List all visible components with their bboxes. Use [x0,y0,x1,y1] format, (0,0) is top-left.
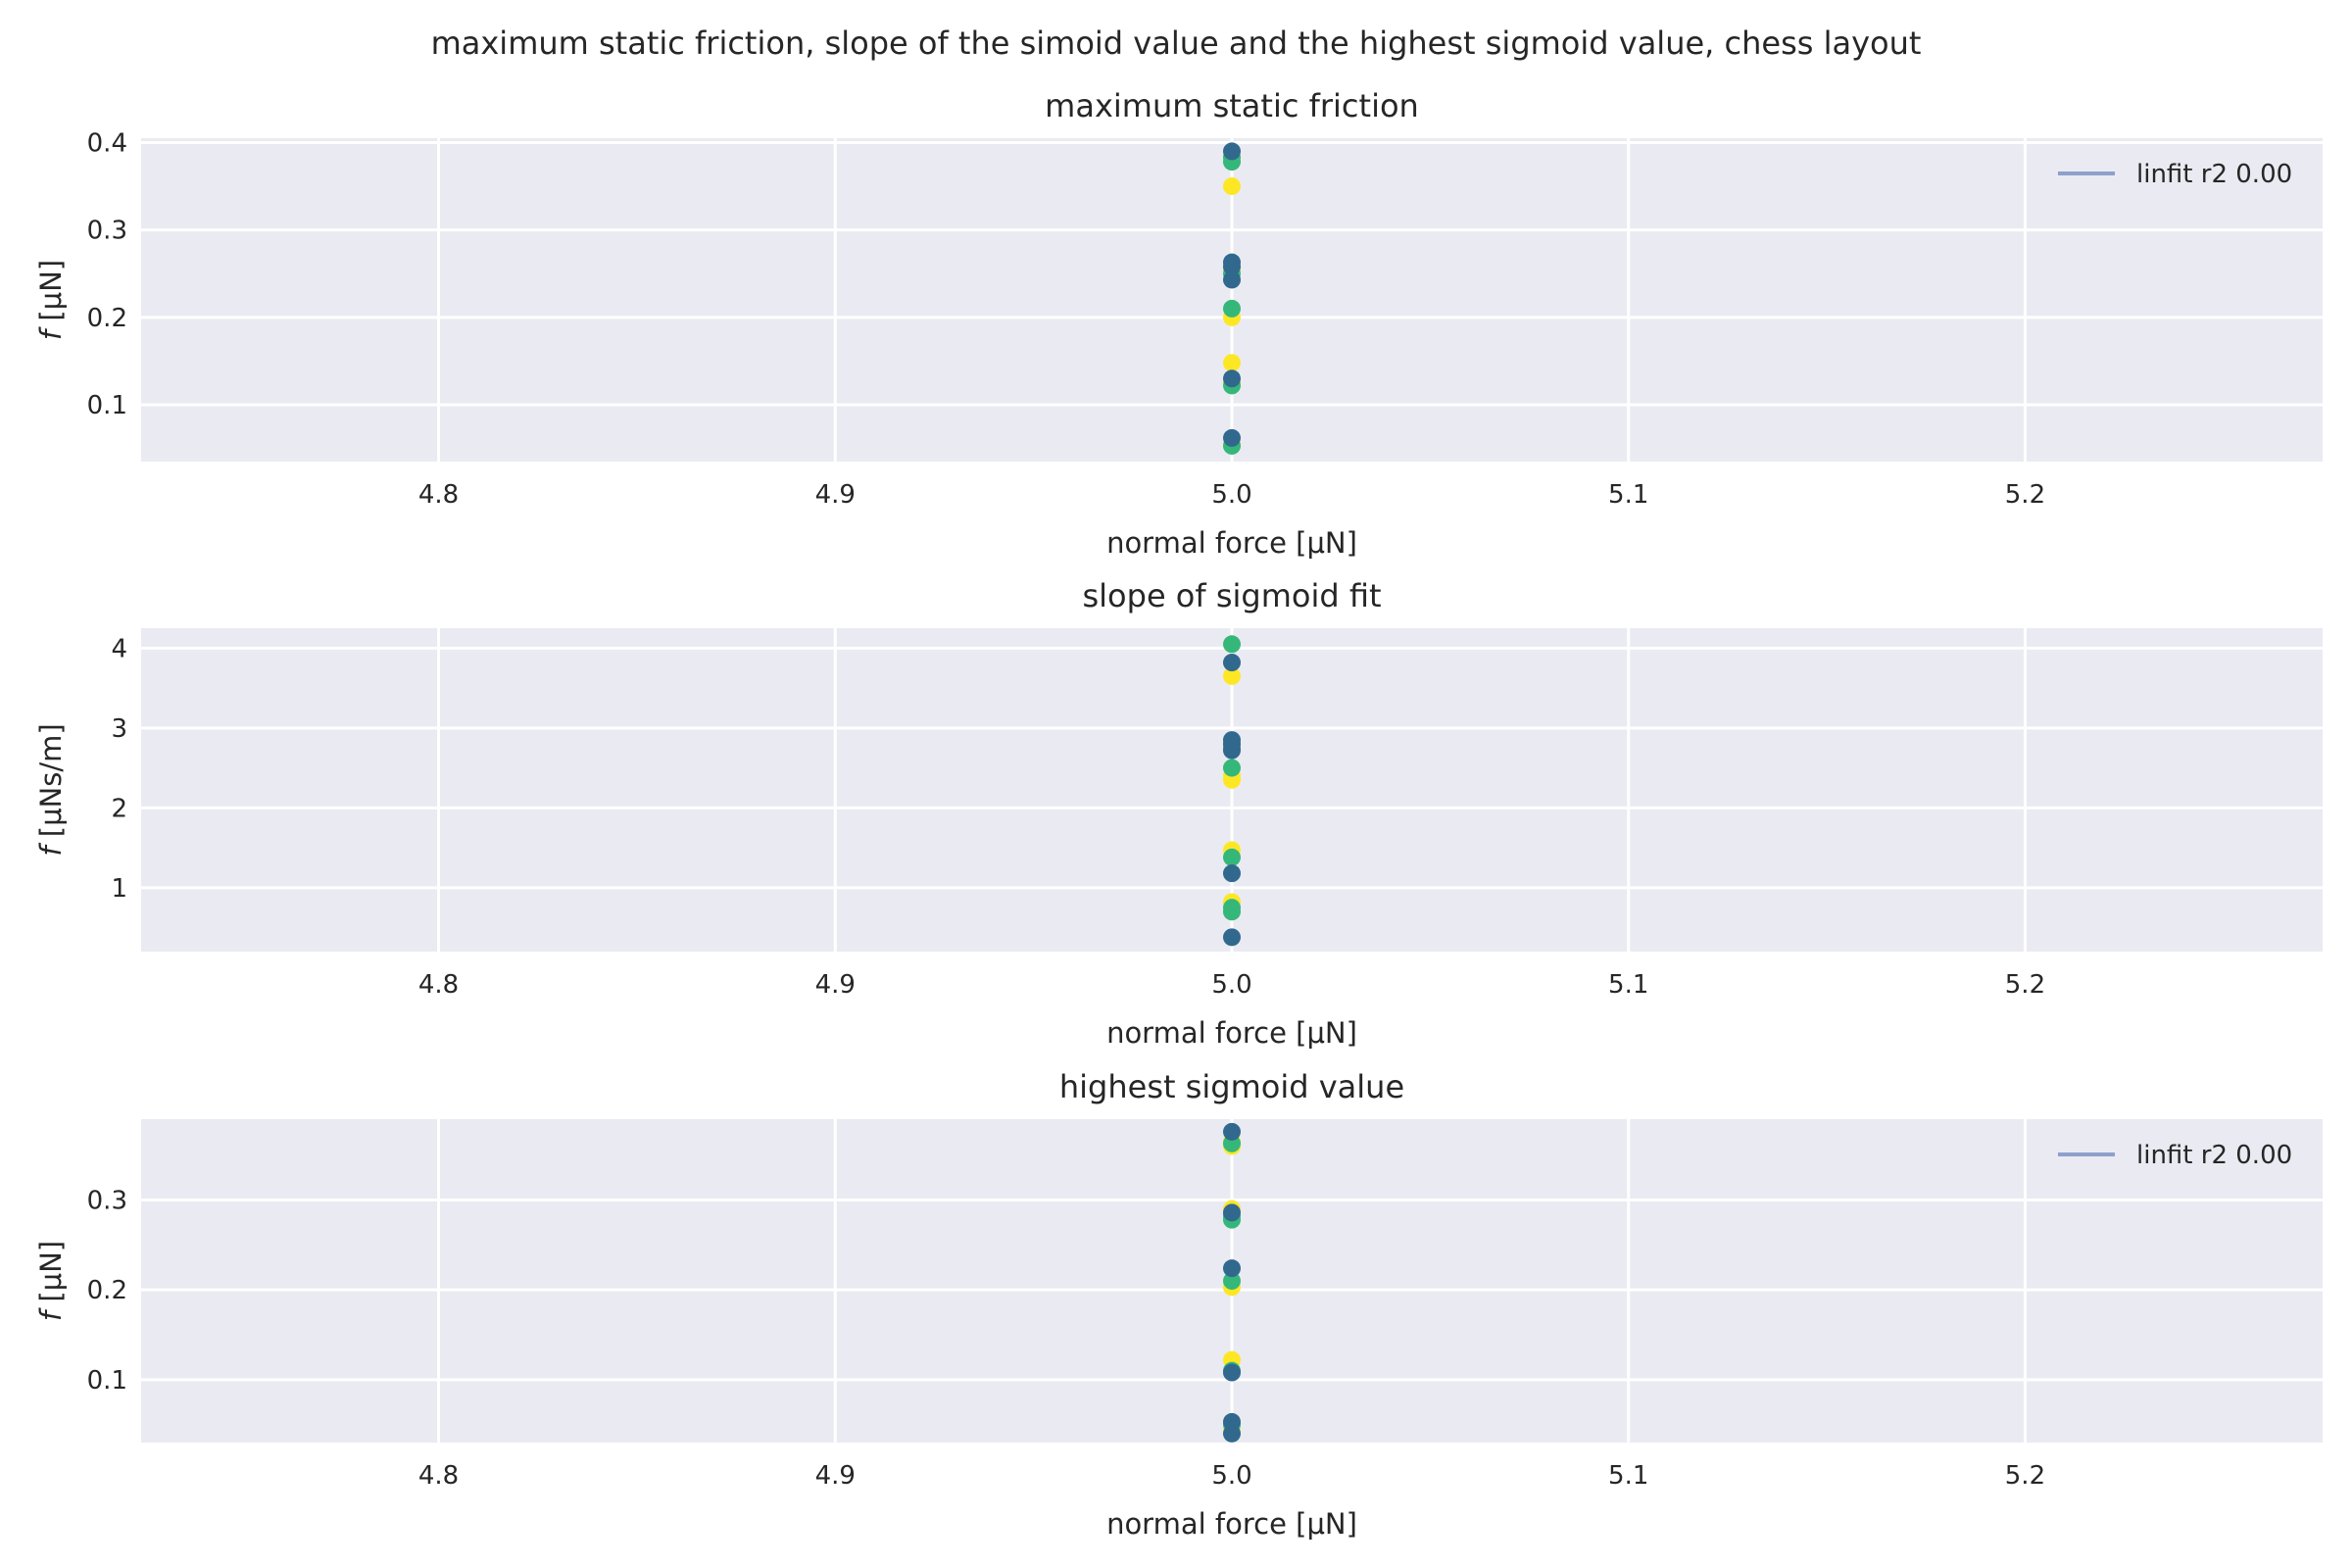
scatter-point-green [1223,848,1241,866]
x-tick-label: 5.0 [1211,1461,1251,1491]
y-tick-label: 0.3 [87,217,127,246]
scatter-point-green [1223,1272,1241,1290]
x-tick-label: 4.9 [815,480,856,510]
scatter-point-blue [1223,428,1241,447]
scatter-point-green [1223,899,1241,917]
scatter-point-green [1223,759,1241,777]
x-tick-label: 5.1 [1608,1461,1648,1491]
subplot-3: 4.8 4.9 5.0 5.1 5.2 0.1 0.2 0.3 highest sigmoid … [34,1068,2323,1541]
subplot-2: 4.8 4.9 5.0 5.1 5.2 1 2 3 4 slope of sigmoid fit n… [34,577,2323,1050]
y-axis-label: f [μNs/m] [34,723,68,856]
y-tick-label: 4 [111,634,127,663]
subplot-1: 4.8 4.9 5.0 5.1 5.2 0.1 0.2 0.3 0.4 maximum stati… [34,87,2323,560]
x-tick-label: 5.1 [1608,970,1648,1000]
y-axis-label: f [μN] [34,260,68,340]
scatter-point-yellow [1223,666,1241,685]
scatter-point-blue [1223,1412,1241,1431]
subplot-title: highest sigmoid value [1059,1068,1404,1105]
y-tick-label: 0.2 [87,304,127,333]
x-tick-label: 4.9 [815,1461,856,1491]
scatter-point-blue [1223,731,1241,750]
y-tick-label: 1 [111,874,127,904]
scatter-point-green [1223,635,1241,654]
subplot-title: slope of sigmoid fit [1082,577,1381,614]
y-tick-label: 0.4 [87,128,127,158]
x-tick-label: 5.2 [2005,970,2045,1000]
x-tick-label: 4.8 [418,1461,459,1491]
scatter-point-blue [1223,270,1241,289]
scatter-point-yellow [1223,177,1241,196]
y-axis-label-unit: [μN] [34,1241,68,1311]
x-axis-label: normal force [μN] [1106,1016,1357,1050]
y-tick-label: 2 [111,794,127,823]
x-axis-label: normal force [μN] [1106,1507,1357,1541]
y-tick-label: 0.1 [87,1366,127,1396]
x-tick-label: 4.8 [418,480,459,510]
scatter-point-blue [1223,864,1241,883]
scatter-point-blue [1223,142,1241,161]
y-axis-label-unit: [μN] [34,260,68,330]
scatter-point-blue [1223,1363,1241,1382]
scatter-point-blue [1223,1203,1241,1222]
y-tick-label: 0.1 [87,391,127,420]
scatter-point-blue [1223,253,1241,271]
y-axis-label-unit: [μNs/m] [34,723,68,846]
scatter-point-blue [1223,1122,1241,1141]
y-tick-label: 3 [111,714,127,744]
scatter-point-blue [1223,1259,1241,1278]
subplot-title: maximum static friction [1045,87,1419,124]
figure-suptitle: maximum static friction, slope of the si… [431,24,1922,62]
x-tick-label: 5.2 [2005,1461,2045,1491]
legend-label: linfit r2 0.00 [2136,160,2292,189]
x-tick-label: 5.0 [1211,970,1251,1000]
y-tick-label: 0.3 [87,1187,127,1216]
scatter-point-yellow [1223,354,1241,372]
x-tick-label: 5.2 [2005,480,2045,510]
legend-label: linfit r2 0.00 [2136,1141,2292,1170]
subplots: 4.8 4.9 5.0 5.1 5.2 0.1 0.2 0.3 0.4 maximum stati… [34,87,2323,1541]
x-tick-label: 4.9 [815,970,856,1000]
scatter-point-blue [1223,654,1241,672]
x-tick-label: 5.1 [1608,480,1648,510]
scatter-point-blue [1223,928,1241,947]
x-axis-label: normal force [μN] [1106,526,1357,560]
y-tick-label: 0.2 [87,1276,127,1305]
y-axis-label: f [μN] [34,1241,68,1321]
scatter-point-green [1223,299,1241,318]
x-tick-label: 5.0 [1211,480,1251,510]
scatter-point-blue [1223,369,1241,388]
x-tick-label: 4.8 [418,970,459,1000]
